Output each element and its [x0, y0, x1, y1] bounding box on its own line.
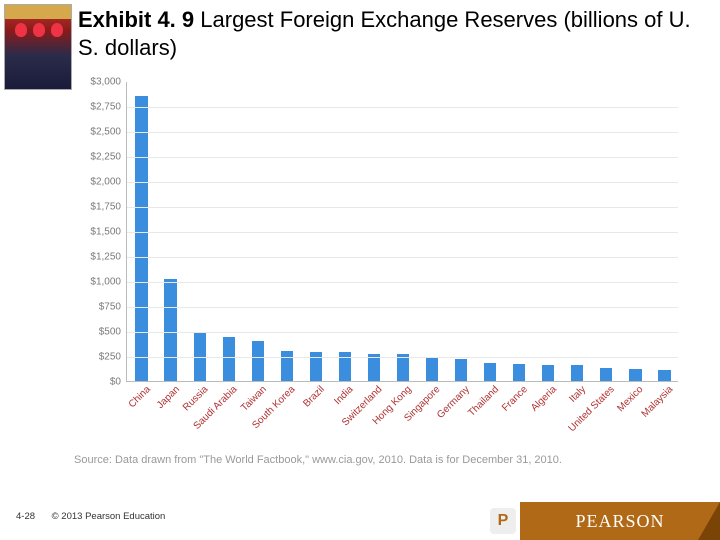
- page-curl-icon: [698, 502, 720, 540]
- chart-bar: [484, 363, 496, 381]
- chart-gridline: [127, 357, 678, 358]
- chart-bar: [397, 354, 409, 381]
- page-number: 4-28: [16, 511, 35, 522]
- chart-ytick: $1,250: [90, 252, 121, 263]
- slide-footer: 4-28 © 2013 Pearson Education P PEARSON: [0, 496, 720, 540]
- chart-gridline: [127, 207, 678, 208]
- chart-bar: [164, 279, 176, 381]
- chart-bar: [426, 358, 438, 381]
- chart-bar: [252, 341, 264, 381]
- chart-ytick: $500: [99, 327, 121, 338]
- chart-xtick: Malaysia: [640, 384, 676, 420]
- chart-xtick: Algeria: [529, 384, 559, 414]
- chart-ytick: $2,250: [90, 152, 121, 163]
- chart-gridline: [127, 107, 678, 108]
- pearson-brand-block: PEARSON: [520, 502, 720, 540]
- chart-bar: [658, 370, 670, 381]
- chart-xtick: China: [126, 384, 152, 410]
- reserves-bar-chart: $0 $250 $500 $750 $1,000 $1,250 $1,500 $1,750 $2…: [74, 82, 680, 456]
- chart-bar: [571, 365, 583, 381]
- chart-gridline: [127, 132, 678, 133]
- chart-ytick: $2,750: [90, 102, 121, 113]
- chart-ytick: $1,500: [90, 227, 121, 238]
- copyright-text: © 2013 Pearson Education: [52, 511, 166, 522]
- chart-bar: [542, 365, 554, 381]
- exhibit-number: Exhibit 4. 9: [78, 7, 194, 32]
- textbook-cover-thumbnail: [4, 4, 72, 90]
- chart-gridline: [127, 182, 678, 183]
- chart-gridline: [127, 157, 678, 158]
- source-note: Source: Data drawn from "The World Factb…: [74, 454, 562, 466]
- chart-ytick: $750: [99, 302, 121, 313]
- footer-left: 4-28 © 2013 Pearson Education: [16, 511, 165, 522]
- pearson-brand-text: PEARSON: [575, 511, 664, 532]
- title-block: Exhibit 4. 9 Largest Foreign Exchange Re…: [78, 6, 712, 61]
- chart-xtick-layer: ChinaJapanRussiaSaudi ArabiaTaiwanSouth …: [126, 384, 678, 454]
- chart-ytick: $0: [110, 377, 121, 388]
- chart-gridline: [127, 232, 678, 233]
- slide: Exhibit 4. 9 Largest Foreign Exchange Re…: [0, 0, 720, 540]
- chart-ytick: $2,000: [90, 177, 121, 188]
- chart-gridline: [127, 332, 678, 333]
- chart-bar: [281, 351, 293, 381]
- chart-xtick: Brazil: [301, 384, 326, 409]
- chart-gridline: [127, 282, 678, 283]
- chart-ytick: $3,000: [90, 77, 121, 88]
- chart-xtick: Japan: [155, 384, 182, 411]
- chart-xtick: Thailand: [466, 384, 501, 419]
- chart-xtick: France: [500, 384, 530, 414]
- chart-gridline: [127, 257, 678, 258]
- chart-bar: [135, 96, 147, 381]
- chart-bar: [513, 364, 525, 381]
- chart-bar: [223, 337, 235, 381]
- chart-ytick: $1,750: [90, 202, 121, 213]
- chart-gridline: [127, 307, 678, 308]
- chart-ytick: $250: [99, 352, 121, 363]
- chart-bar: [600, 368, 612, 382]
- chart-bar: [455, 359, 467, 381]
- chart-xtick: India: [332, 384, 355, 407]
- chart-xtick: Italy: [568, 384, 589, 405]
- chart-bar: [629, 369, 641, 382]
- chart-ytick: $1,000: [90, 277, 121, 288]
- chart-bar: [368, 354, 380, 381]
- chart-ytick: $2,500: [90, 127, 121, 138]
- slide-title: Exhibit 4. 9 Largest Foreign Exchange Re…: [78, 6, 712, 61]
- pearson-logo-icon: P: [490, 508, 516, 534]
- chart-plot-area: $0$250$500$750$1,000$1,250$1,500$1,750$2…: [126, 82, 678, 382]
